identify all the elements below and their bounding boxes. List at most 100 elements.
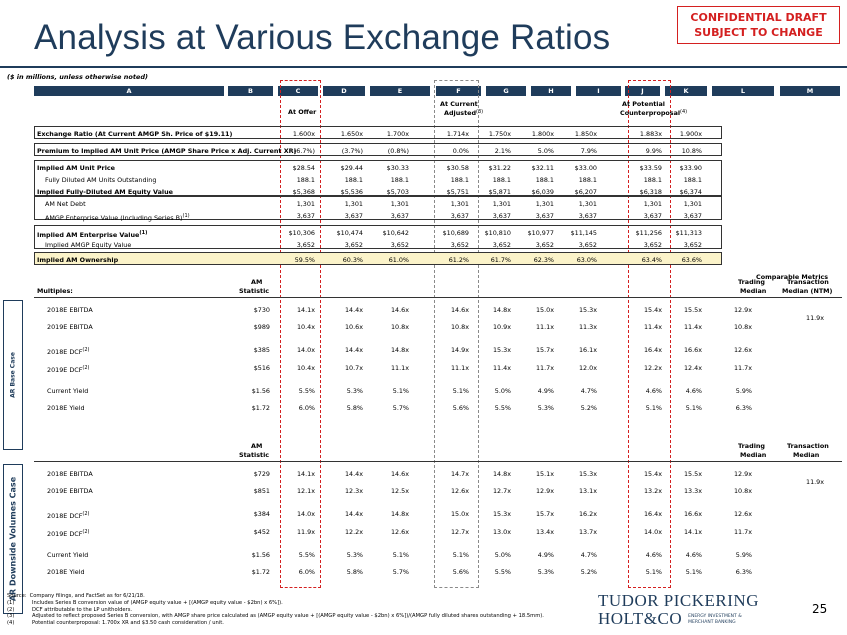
column-letter-l: L bbox=[712, 86, 774, 96]
multiple-label-text: 2019E DCF bbox=[47, 530, 83, 539]
table-cell: 3,652 bbox=[390, 241, 409, 249]
header-counterproposal: Counterproposal bbox=[620, 109, 681, 117]
row-group-box bbox=[34, 143, 722, 156]
table-cell: 63.0% bbox=[576, 256, 597, 264]
multiple-label-text: 2018E DCF bbox=[47, 348, 83, 357]
multiple-cell: 10.7x bbox=[344, 364, 363, 372]
trading-header: Median bbox=[740, 287, 767, 295]
table-cell: $6,318 bbox=[639, 188, 662, 196]
table-cell: 3,637 bbox=[683, 212, 702, 220]
multiple-cell: 14.4x bbox=[344, 470, 363, 478]
multiple-row-label: 2019E EBITDA bbox=[47, 487, 93, 496]
row-label-text: AMGP Enterprise Value (Including Series … bbox=[45, 214, 183, 223]
column-letter-g: G bbox=[486, 86, 526, 96]
multiple-cell: 15.3x bbox=[578, 306, 597, 314]
am-statistic: $516 bbox=[253, 364, 270, 372]
table-cell: $11,313 bbox=[675, 229, 702, 237]
table-cell: $10,474 bbox=[336, 229, 363, 237]
row-group-box bbox=[34, 252, 722, 265]
table-cell: $10,306 bbox=[288, 229, 315, 237]
table-cell: 188.1 bbox=[535, 176, 554, 184]
footnote: (3) Adjusted to reflect proposed Series B… bbox=[7, 613, 544, 620]
table-cell: 1,301 bbox=[683, 200, 702, 208]
multiple-label-footnote: (2) bbox=[82, 347, 90, 353]
multiple-cell: 16.2x bbox=[578, 510, 597, 518]
footnote: (1) Includes Series B conversion value of… bbox=[7, 600, 544, 607]
multiple-cell: 15.7x bbox=[535, 346, 554, 354]
am-statistic: $729 bbox=[253, 470, 270, 478]
multiples-label: Multiples: bbox=[37, 287, 73, 295]
base_case-side-label-box: AR Base Case bbox=[3, 300, 23, 450]
units-note: ($ in millions, unless otherwise noted) bbox=[7, 73, 148, 81]
table-cell: 62.3% bbox=[533, 256, 554, 264]
multiple-cell: 11.9x bbox=[296, 528, 315, 536]
table-cell: $6,207 bbox=[574, 188, 597, 196]
footnote: (4) Potential counterproposal: 1.700x XR … bbox=[7, 620, 544, 627]
multiple-cell: 6.0% bbox=[298, 568, 315, 576]
multiple-cell: 15.4x bbox=[643, 306, 662, 314]
row-label: Fully Diluted AM Units Outstanding bbox=[45, 176, 156, 185]
table-cell: $11,145 bbox=[570, 229, 597, 237]
table-cell: $6,039 bbox=[531, 188, 554, 196]
multiple-row-label: Current Yield bbox=[47, 551, 88, 560]
multiple-row-label: 2018E EBITDA bbox=[47, 306, 93, 315]
logo-line-2: HOLT&CO bbox=[598, 609, 683, 628]
am-statistic: $384 bbox=[253, 510, 270, 518]
comparable-metrics-label: Comparable Metrics bbox=[756, 273, 829, 281]
header-at-potential-note: (4) bbox=[680, 109, 688, 115]
multiple-cell: 11.4x bbox=[683, 323, 702, 331]
column-letter-m: M bbox=[780, 86, 840, 96]
ownership-row-highlight bbox=[35, 253, 721, 264]
multiple-label-footnote: (2) bbox=[82, 365, 90, 371]
multiple-cell: 14.7x bbox=[450, 470, 469, 478]
multiple-cell: 4.9% bbox=[537, 387, 554, 395]
stat-header: Statistic bbox=[239, 451, 270, 459]
am-statistic: $989 bbox=[253, 323, 270, 331]
table-cell: 3,637 bbox=[390, 212, 409, 220]
table-cell: 1,301 bbox=[643, 200, 662, 208]
footnote: (2) DCF attributable to the LP unitholder… bbox=[7, 607, 544, 614]
trading-median: 12.6x bbox=[733, 346, 752, 354]
table-cell: 3,652 bbox=[450, 241, 469, 249]
transaction-median-value: 11.9x bbox=[806, 314, 825, 322]
multiple-cell: 11.1x bbox=[535, 323, 554, 331]
table-cell: 188.1 bbox=[296, 176, 315, 184]
row-group-box bbox=[34, 126, 722, 139]
column-letter-f: F bbox=[436, 86, 481, 96]
multiple-cell: 15.1x bbox=[535, 470, 554, 478]
side-label: AR Downside Volumes Case bbox=[8, 476, 18, 602]
transaction-header: Median (NTM) bbox=[782, 287, 833, 295]
row-label-footnote: (1) bbox=[182, 213, 190, 219]
table-cell: 1,301 bbox=[390, 200, 409, 208]
trading-median: 11.7x bbox=[733, 364, 752, 372]
section-divider bbox=[34, 297, 842, 298]
am-statistic: $1.72 bbox=[251, 568, 270, 576]
column-letter-a: A bbox=[34, 86, 224, 96]
table-cell: $33.59 bbox=[639, 164, 662, 172]
at-potential-highlight bbox=[628, 80, 671, 588]
row-label-text: Fully Diluted AM Units Outstanding bbox=[45, 176, 157, 184]
header-at-potential: At Potential bbox=[622, 100, 665, 108]
table-cell: 3,637 bbox=[643, 212, 662, 220]
multiple-label-text: 2018E EBITDA bbox=[47, 306, 93, 314]
multiple-label-text: 2018E DCF bbox=[47, 512, 83, 521]
multiple-cell: 14.0x bbox=[643, 528, 662, 536]
multiple-cell: 5.1% bbox=[452, 551, 469, 559]
multiple-cell: 10.9x bbox=[492, 323, 511, 331]
page-title: Analysis at Various Exchange Ratios bbox=[34, 18, 611, 57]
multiple-cell: 12.1x bbox=[296, 487, 315, 495]
table-cell: 3,652 bbox=[643, 241, 662, 249]
row-label-text: Implied Fully-Diluted AM Equity Value bbox=[37, 188, 173, 196]
multiple-cell: 10.8x bbox=[390, 323, 409, 331]
table-cell: 3,652 bbox=[578, 241, 597, 249]
table-cell: 3,637 bbox=[344, 212, 363, 220]
header-at-current: At Current bbox=[440, 100, 478, 108]
column-letter-d: D bbox=[323, 86, 365, 96]
multiple-cell: 5.6% bbox=[452, 404, 469, 412]
footnote-text: DCF attributable to the LP unitholders. bbox=[32, 606, 133, 613]
multiple-cell: 12.2x bbox=[643, 364, 662, 372]
table-cell: 1.850x bbox=[574, 130, 597, 138]
multiple-cell: 15.3x bbox=[492, 510, 511, 518]
table-cell: 188.1 bbox=[390, 176, 409, 184]
am-statistic: $1.56 bbox=[251, 551, 270, 559]
